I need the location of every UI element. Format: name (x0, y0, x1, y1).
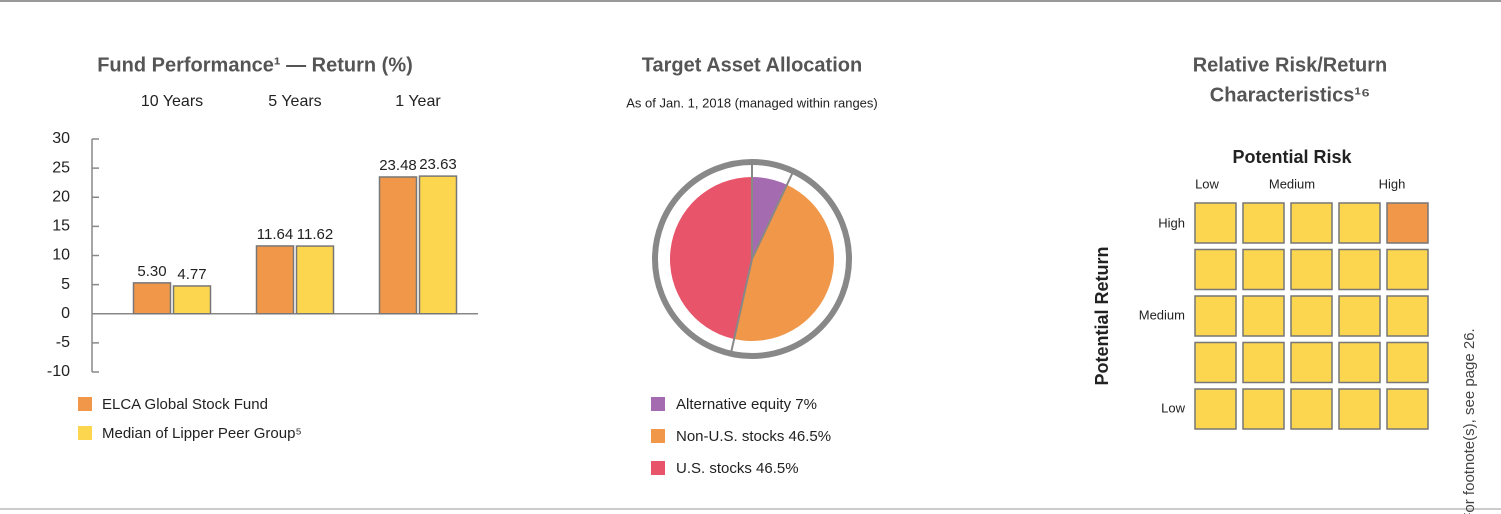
grid-cell (1386, 388, 1429, 430)
y-tick-label: 15 (52, 218, 70, 235)
grid-title: Characteristics¹⁶ (1210, 84, 1370, 106)
grid-cell (1194, 388, 1237, 430)
value-label: 5.30 (137, 263, 166, 280)
pie-slice (734, 184, 834, 341)
grid-cell (1338, 202, 1381, 244)
x-tick-label: 10 Years (141, 93, 203, 110)
grid-cell (1338, 295, 1381, 337)
grid-cell (1242, 388, 1285, 430)
grid-cell (1386, 202, 1429, 244)
footnote: For footnote(s), see page 26. (1461, 328, 1478, 514)
grid-cell (1290, 341, 1333, 384)
grid-cell (1386, 341, 1429, 384)
grid-cell (1242, 341, 1285, 384)
grid-cell (1290, 295, 1333, 337)
y-tick-label: 25 (52, 159, 70, 176)
grid-cell (1290, 388, 1333, 430)
x-level: Low (1195, 176, 1219, 191)
y-level: Low (1161, 400, 1185, 415)
legend-label: Alternative equity 7% (676, 396, 817, 413)
grid-cell (1242, 248, 1285, 291)
x-level: Medium (1269, 176, 1315, 191)
legend-value: 7% (795, 396, 817, 413)
x-tick-label: 1 Year (395, 93, 441, 110)
grid-cell (1242, 295, 1285, 337)
y-tick-label: 0 (61, 305, 70, 322)
grid-cell (1194, 248, 1237, 291)
slice-divider (751, 168, 796, 260)
grid-cell (1194, 341, 1237, 384)
legend-value: 46.5% (756, 460, 799, 477)
legend-name: Non-U.S. stocks (676, 428, 784, 445)
bar (132, 282, 172, 315)
chart-subtitle: As of Jan. 1, 2018 (managed within range… (626, 95, 877, 110)
value-label: 11.62 (297, 226, 333, 243)
grid-cell (1242, 202, 1285, 244)
grid-cell (1386, 295, 1429, 337)
legend-swatch (651, 397, 665, 411)
value-label: 23.48 (379, 157, 417, 174)
grid-cell (1338, 388, 1381, 430)
y-tick-label: 20 (52, 188, 70, 205)
legend-name: U.S. stocks (676, 460, 752, 477)
chart-title: Fund Performance¹ — Return (%) (97, 54, 413, 76)
legend-label: ELCA Global Stock Fund (102, 396, 268, 413)
bar (172, 285, 212, 315)
grid-cell (1386, 248, 1429, 291)
chart-title: Target Asset Allocation (642, 54, 862, 76)
value-label: 4.77 (177, 266, 206, 283)
legend-name: Alternative equity (676, 396, 792, 413)
slice-divider (729, 258, 753, 357)
bar (255, 245, 295, 315)
y-tick-label: -5 (56, 334, 70, 351)
y-level: High (1158, 215, 1185, 230)
x-label: Potential Risk (1232, 147, 1352, 167)
bar (295, 245, 335, 315)
y-tick-label: -10 (47, 363, 70, 380)
legend-label: Median of Lipper Peer Group⁵ (102, 425, 302, 442)
grid-title: Relative Risk/Return (1193, 54, 1388, 76)
grid-cell (1338, 248, 1381, 291)
bar (378, 176, 418, 315)
y-tick-label: 10 (52, 247, 70, 264)
legend-swatch (651, 461, 665, 475)
legend-label: Non-U.S. stocks 46.5% (676, 428, 831, 445)
legend-swatch (651, 429, 665, 443)
grid-cell (1194, 202, 1237, 244)
pie-slice (669, 177, 752, 340)
legend-value: 46.5% (789, 428, 832, 445)
legend-swatch (78, 397, 92, 411)
y-level: Medium (1139, 307, 1185, 322)
x-tick-label: 5 Years (268, 93, 321, 110)
legend-label: U.S. stocks 46.5% (676, 460, 799, 477)
value-label: 23.63 (419, 156, 457, 173)
y-tick-label: 5 (61, 276, 70, 293)
grid-cell (1194, 295, 1237, 337)
x-level: High (1379, 176, 1406, 191)
legend-swatch (78, 426, 92, 440)
grid-cell (1290, 248, 1333, 291)
value-label: 11.64 (257, 226, 293, 243)
bar (418, 175, 458, 315)
y-label: Potential Return (1092, 246, 1112, 385)
y-tick-label: 30 (52, 130, 70, 147)
grid-cell (1338, 341, 1381, 384)
grid-cell (1290, 202, 1333, 244)
